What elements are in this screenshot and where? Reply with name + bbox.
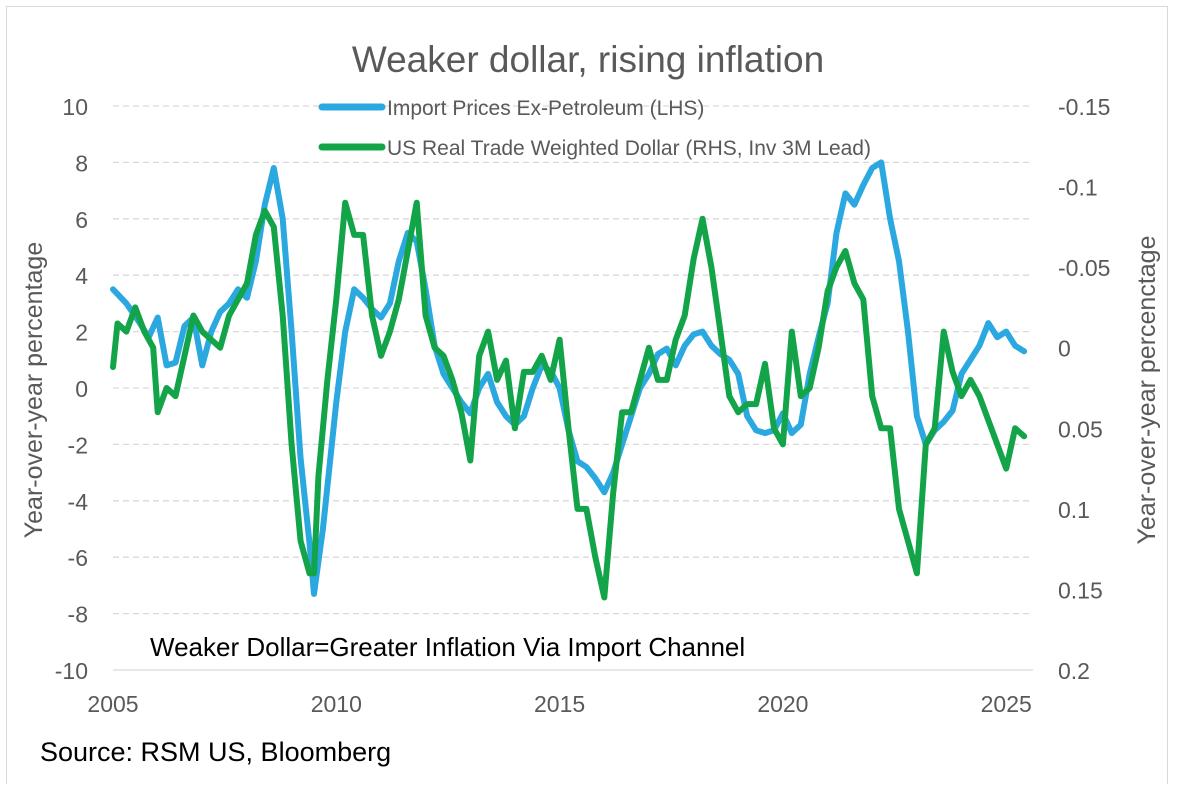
y-left-tick-label: -8 <box>68 602 88 628</box>
y-axis-right-label: Year-over-year percenctage <box>1133 236 1161 545</box>
y-right-tick-label: 0.1 <box>1058 497 1090 523</box>
legend: Import Prices Ex-Petroleum (LHS) US Real… <box>318 97 871 160</box>
series-layer <box>110 159 1028 601</box>
y-right-tick-label: 0.2 <box>1058 658 1090 684</box>
y-left-tick-label: -2 <box>68 432 88 458</box>
x-tick-label: 2020 <box>757 691 808 717</box>
y-left-tick-label: 10 <box>62 94 88 120</box>
series-line-dollar <box>110 199 1028 601</box>
y-left-tick-label: 8 <box>75 150 88 176</box>
ticks-layer: 10 8 6 4 2 0 -2 -4 -6 -8 -10 -0.15 -0.1 -0.05 0 0.05 0.1… <box>55 94 1111 717</box>
frame-border-right <box>1167 6 1168 784</box>
y-right-tick-label: -0.1 <box>1058 175 1098 201</box>
y-left-tick-label: 6 <box>75 207 88 233</box>
gridlines <box>113 105 1033 671</box>
y-right-tick-label: -0.15 <box>1058 94 1110 120</box>
x-tick-label: 2005 <box>87 691 138 717</box>
x-tick-label: 2015 <box>534 691 585 717</box>
y-left-tick-label: -4 <box>68 489 89 515</box>
series-line-import-prices <box>110 159 1028 597</box>
legend-label-dollar: US Real Trade Weighted Dollar (RHS, Inv … <box>387 137 871 160</box>
y-right-tick-label: -0.05 <box>1058 255 1110 281</box>
x-tick-label: 2025 <box>981 691 1032 717</box>
frame-border-top <box>6 6 1168 7</box>
chart-title: Weaker dollar, rising inflation <box>352 39 824 80</box>
annotation-text: Weaker Dollar=Greater Inflation Via Impo… <box>150 632 745 662</box>
y-left-tick-label: 2 <box>75 320 88 346</box>
frame-border-left <box>6 6 7 784</box>
y-left-tick-label: -6 <box>68 545 88 571</box>
y-axis-left-label: Year-over-year percentage <box>20 242 48 538</box>
y-left-tick-label: 4 <box>75 263 88 289</box>
y-right-tick-label: 0.15 <box>1058 577 1103 603</box>
y-right-tick-label: 0 <box>1058 336 1071 362</box>
y-left-tick-label: -10 <box>55 658 88 684</box>
legend-label-import-prices: Import Prices Ex-Petroleum (LHS) <box>387 97 704 120</box>
y-right-tick-label: 0.05 <box>1058 416 1103 442</box>
y-left-tick-label: 0 <box>75 376 88 402</box>
x-tick-label: 2010 <box>311 691 362 717</box>
source-note: Source: RSM US, Bloomberg <box>40 737 391 767</box>
